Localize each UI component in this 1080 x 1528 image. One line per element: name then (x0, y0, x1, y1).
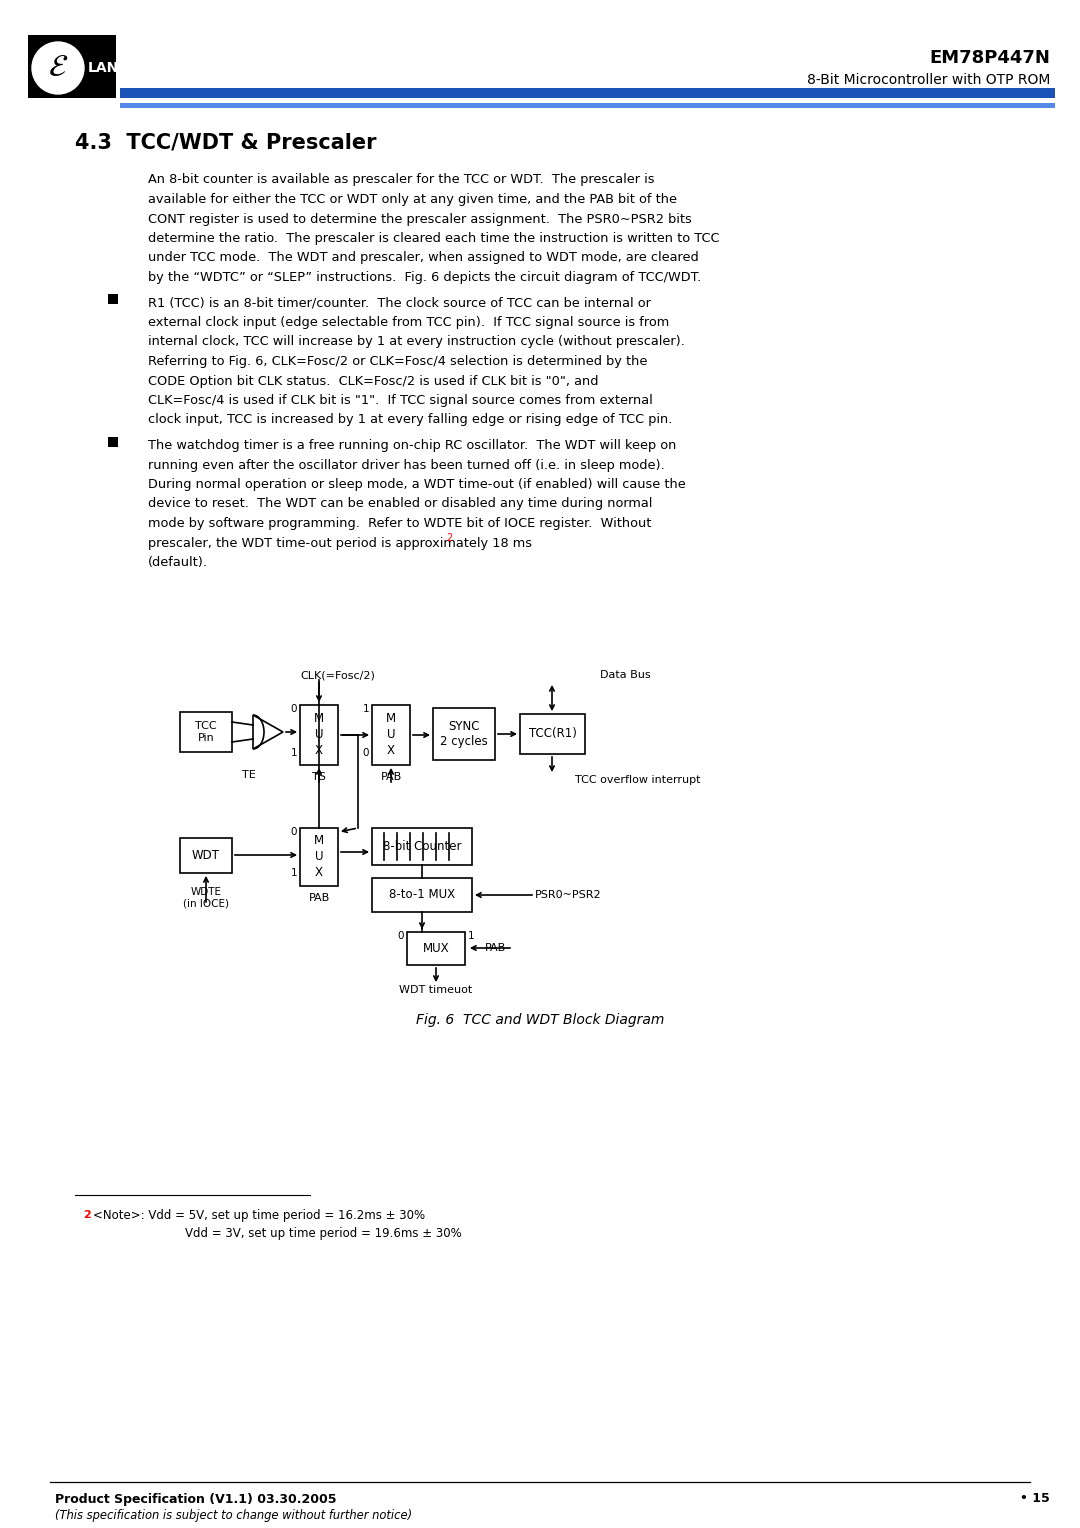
Text: M
U
X: M U X (314, 712, 324, 758)
Text: TS: TS (312, 772, 326, 782)
Circle shape (32, 41, 84, 95)
Bar (180, 837, 232, 872)
Text: (This specification is subject to change without further notice): (This specification is subject to change… (55, 1510, 413, 1522)
Text: 0: 0 (291, 704, 297, 714)
Text: (in IOCE): (in IOCE) (183, 898, 229, 908)
Text: During normal operation or sleep mode, a WDT time-out (if enabled) will cause th: During normal operation or sleep mode, a… (148, 478, 686, 490)
Text: WDTE: WDTE (190, 886, 221, 897)
Text: TCC overflow interrupt: TCC overflow interrupt (575, 775, 701, 785)
Text: LAN: LAN (87, 61, 119, 75)
Text: prescaler, the WDT time-out period is approximately 18 ms: prescaler, the WDT time-out period is ap… (148, 536, 532, 550)
Text: M
U
X: M U X (314, 834, 324, 880)
Bar (519, 714, 585, 753)
Text: 8-bit Counter: 8-bit Counter (382, 840, 461, 853)
Text: Product Specification (V1.1) 03.30.2005: Product Specification (V1.1) 03.30.2005 (55, 1493, 337, 1505)
Text: TCC(R1): TCC(R1) (528, 727, 577, 741)
Text: available for either the TCC or WDT only at any given time, and the PAB bit of t: available for either the TCC or WDT only… (148, 193, 677, 206)
Polygon shape (253, 715, 283, 749)
Bar (300, 828, 338, 886)
Text: • 15: • 15 (1021, 1493, 1050, 1505)
Text: WDT timeuot: WDT timeuot (400, 986, 473, 995)
Text: TE: TE (242, 770, 256, 779)
Text: WDT: WDT (192, 850, 220, 862)
Bar (372, 879, 472, 912)
Text: Vdd = 3V, set up time period = 19.6ms ± 30%: Vdd = 3V, set up time period = 19.6ms ± … (185, 1227, 462, 1241)
Text: M
U
X: M U X (386, 712, 396, 758)
Text: 2: 2 (446, 533, 453, 542)
Bar (120, 102, 1055, 108)
Text: 8-Bit Microcontroller with OTP ROM: 8-Bit Microcontroller with OTP ROM (807, 73, 1050, 87)
Text: An 8-bit counter is available as prescaler for the TCC or WDT.  The prescaler is: An 8-bit counter is available as prescal… (148, 174, 654, 186)
Bar (108, 437, 118, 446)
Bar (108, 293, 118, 304)
Text: SYNC
2 cycles: SYNC 2 cycles (441, 720, 488, 749)
Text: 8-to-1 MUX: 8-to-1 MUX (389, 888, 455, 902)
Text: <Note>: Vdd = 5V, set up time period = 16.2ms ± 30%: <Note>: Vdd = 5V, set up time period = 1… (93, 1209, 426, 1221)
Text: mode by software programming.  Refer to WDTE bit of IOCE register.  Without: mode by software programming. Refer to W… (148, 516, 651, 530)
Text: (default).: (default). (148, 556, 208, 568)
Text: PAB: PAB (380, 772, 402, 782)
Text: external clock input (edge selectable from TCC pin).  If TCC signal source is fr: external clock input (edge selectable fr… (148, 316, 670, 329)
Bar (372, 704, 410, 766)
Text: 0: 0 (291, 827, 297, 837)
Text: device to reset.  The WDT can be enabled or disabled any time during normal: device to reset. The WDT can be enabled … (148, 498, 652, 510)
Text: 1: 1 (291, 749, 297, 758)
Text: determine the ratio.  The prescaler is cleared each time the instruction is writ: determine the ratio. The prescaler is cl… (148, 232, 719, 244)
Text: PAB: PAB (484, 943, 505, 953)
Bar (372, 828, 472, 865)
Bar (300, 704, 338, 766)
Text: R1 (TCC) is an 8-bit timer/counter.  The clock source of TCC can be internal or: R1 (TCC) is an 8-bit timer/counter. The … (148, 296, 651, 310)
Text: by the “WDTC” or “SLEP” instructions.  Fig. 6 depicts the circuit diagram of TCC: by the “WDTC” or “SLEP” instructions. Fi… (148, 270, 701, 284)
Bar (120, 89, 1055, 98)
Text: CONT register is used to determine the prescaler assignment.  The PSR0~PSR2 bits: CONT register is used to determine the p… (148, 212, 692, 226)
Text: 0: 0 (363, 749, 369, 758)
Text: running even after the oscillator driver has been turned off (i.e. in sleep mode: running even after the oscillator driver… (148, 458, 665, 472)
Text: TCC
Pin: TCC Pin (195, 721, 217, 743)
Text: $\mathcal{E}$: $\mathcal{E}$ (48, 53, 68, 83)
Text: internal clock, TCC will increase by 1 at every instruction cycle (without presc: internal clock, TCC will increase by 1 a… (148, 336, 685, 348)
Text: Fig. 6  TCC and WDT Block Diagram: Fig. 6 TCC and WDT Block Diagram (416, 1013, 664, 1027)
Text: CLK(=Fosc/2): CLK(=Fosc/2) (300, 669, 375, 680)
Text: CODE Option bit CLK status.  CLK=Fosc/2 is used if CLK bit is "0", and: CODE Option bit CLK status. CLK=Fosc/2 i… (148, 374, 598, 388)
Text: PSR0~PSR2: PSR0~PSR2 (535, 889, 602, 900)
Text: 4.3  TCC/WDT & Prescaler: 4.3 TCC/WDT & Prescaler (75, 133, 377, 153)
Text: 1: 1 (363, 704, 369, 714)
Text: under TCC mode.  The WDT and prescaler, when assigned to WDT mode, are cleared: under TCC mode. The WDT and prescaler, w… (148, 252, 699, 264)
Text: 1: 1 (291, 868, 297, 879)
Bar (28, 35, 116, 98)
Text: CLK=Fosc/4 is used if CLK bit is "1".  If TCC signal source comes from external: CLK=Fosc/4 is used if CLK bit is "1". If… (148, 394, 652, 406)
Text: 0: 0 (397, 931, 404, 941)
Text: MUX: MUX (422, 941, 449, 955)
Text: The watchdog timer is a free running on-chip RC oscillator.  The WDT will keep o: The watchdog timer is a free running on-… (148, 439, 676, 452)
Text: Data Bus: Data Bus (600, 669, 650, 680)
Text: clock input, TCC is increased by 1 at every falling edge or rising edge of TCC p: clock input, TCC is increased by 1 at ev… (148, 414, 673, 426)
Text: Referring to Fig. 6, CLK=Fosc/2 or CLK=Fosc/4 selection is determined by the: Referring to Fig. 6, CLK=Fosc/2 or CLK=F… (148, 354, 647, 368)
Text: 1: 1 (468, 931, 474, 941)
Bar (433, 707, 495, 759)
Bar (407, 932, 465, 966)
Text: 2: 2 (83, 1210, 91, 1219)
Text: PAB: PAB (309, 892, 329, 903)
Bar (180, 712, 232, 752)
Text: EM78P447N: EM78P447N (929, 49, 1050, 67)
